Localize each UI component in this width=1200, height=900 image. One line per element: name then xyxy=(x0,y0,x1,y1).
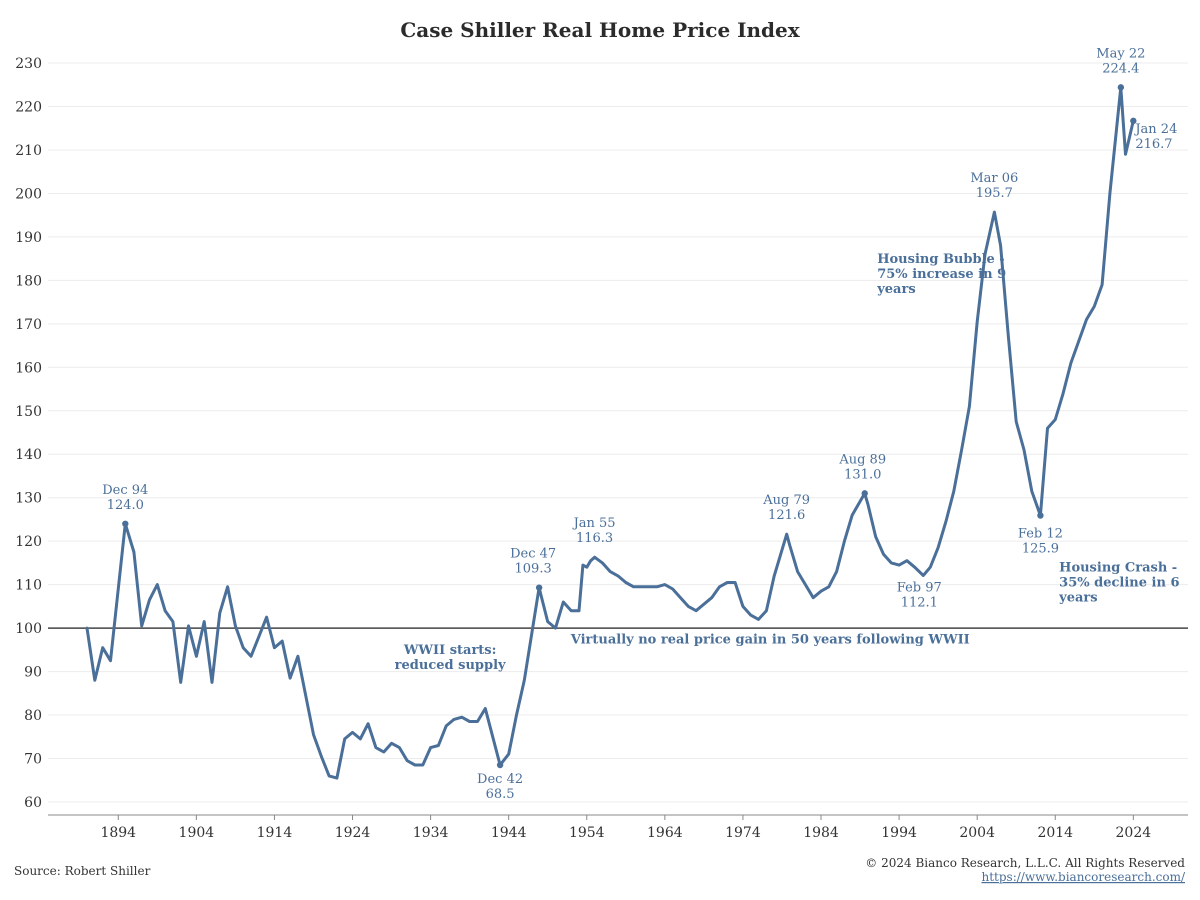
x-tick-label: 2024 xyxy=(1116,825,1152,841)
x-tick-label: 1974 xyxy=(725,825,761,841)
data-point-jan24 xyxy=(1130,117,1137,125)
y-tick-label: 130 xyxy=(15,491,42,507)
data-label-mar06: 195.7 xyxy=(976,186,1013,201)
website-link[interactable]: https://www.biancoresearch.com/ xyxy=(981,870,1185,884)
annotation-wwii: WWII starts: xyxy=(403,643,497,658)
data-label-dec42: Dec 42 xyxy=(477,772,523,787)
y-tick-label: 220 xyxy=(15,100,42,116)
x-tick-label: 1944 xyxy=(491,825,527,841)
data-label-mar06: Mar 06 xyxy=(970,171,1018,186)
data-point-may22 xyxy=(1117,84,1125,91)
source-note: Source: Robert Shiller xyxy=(14,864,151,878)
y-tick-label: 160 xyxy=(15,360,42,376)
annotation-no-gain: Virtually no real price gain in 50 years… xyxy=(570,632,970,647)
x-tick-label: 2014 xyxy=(1037,825,1073,841)
x-tick-label: 1934 xyxy=(413,825,449,841)
y-tick-label: 110 xyxy=(15,578,42,594)
y-tick-label: 190 xyxy=(15,230,42,246)
annotation-crash: Housing Crash - xyxy=(1059,561,1177,576)
y-tick-label: 90 xyxy=(24,665,42,681)
annotation-wwii: reduced supply xyxy=(395,658,506,673)
data-point-feb12 xyxy=(1037,512,1044,519)
x-tick-label: 1994 xyxy=(881,825,917,841)
data-label-dec94: 124.0 xyxy=(107,498,144,513)
y-tick-label: 100 xyxy=(15,621,42,637)
data-label-dec47: Dec 47 xyxy=(510,547,556,562)
data-point-dec42 xyxy=(496,761,504,769)
x-tick-label: 1964 xyxy=(647,825,683,841)
data-point-aug89 xyxy=(861,490,868,497)
annotation-bubble: 75% increase in 9 xyxy=(877,267,1006,282)
y-tick-label: 150 xyxy=(15,404,42,420)
data-label-aug79: Aug 79 xyxy=(762,493,810,508)
y-tick-label: 80 xyxy=(24,708,42,724)
copyright-note: © 2024 Bianco Research, L.L.C. All Right… xyxy=(865,856,1185,870)
data-label-may22: May 22 xyxy=(1096,46,1145,61)
data-label-aug89: 131.0 xyxy=(844,467,881,482)
data-label-dec94: Dec 94 xyxy=(102,483,148,498)
y-tick-label: 120 xyxy=(15,534,42,550)
y-tick-label: 210 xyxy=(15,143,42,159)
y-axis: 60 70 80 90 100 110 120 130 140 150 160 170 180 190 20… xyxy=(15,56,42,811)
y-tick-label: 180 xyxy=(15,273,42,289)
data-point-dec94 xyxy=(122,520,129,527)
data-label-dec42: 68.5 xyxy=(486,787,515,802)
x-tick-label: 2004 xyxy=(959,825,995,841)
annotation-crash: 35% decline in 6 xyxy=(1059,576,1179,591)
data-label-dec47: 109.3 xyxy=(515,562,552,577)
x-tick-label: 1894 xyxy=(100,825,136,841)
chart-title: Case Shiller Real Home Price Index xyxy=(400,18,800,42)
x-tick-label: 1984 xyxy=(803,825,839,841)
data-label-aug79: 121.6 xyxy=(768,508,805,523)
data-label-may22: 224.4 xyxy=(1102,61,1139,76)
x-tick-label: 1924 xyxy=(335,825,371,841)
data-label-jan55: Jan 55 xyxy=(572,516,616,531)
series-line xyxy=(85,85,1135,780)
annotations: WWII starts:reduced supply Virtually no r… xyxy=(395,252,1180,673)
data-point-dec47 xyxy=(535,584,543,591)
data-label-jan24: Jan 24 xyxy=(1133,122,1177,137)
data-label-jan24: 216.7 xyxy=(1135,137,1172,152)
data-label-feb12: Feb 12 xyxy=(1018,527,1063,542)
y-tick-label: 200 xyxy=(15,186,42,202)
x-tick-label: 1904 xyxy=(179,825,215,841)
y-tick-label: 170 xyxy=(15,317,42,333)
y-tick-label: 140 xyxy=(15,447,42,463)
x-tick-label: 1914 xyxy=(257,825,293,841)
annotation-bubble: Housing Bubble - xyxy=(877,252,1004,267)
data-label-feb97: Feb 97 xyxy=(897,581,942,596)
x-tick-label: 1954 xyxy=(569,825,605,841)
data-label-jan55: 116.3 xyxy=(576,531,613,546)
annotation-bubble: years xyxy=(876,282,915,297)
annotation-crash: years xyxy=(1058,591,1097,606)
y-tick-label: 230 xyxy=(15,56,42,72)
data-label-feb12: 125.9 xyxy=(1022,542,1059,557)
y-tick-label: 60 xyxy=(24,795,42,811)
x-axis: 1894 1904 1914 1924 1934 1944 1954 1964 1974 1984… xyxy=(100,815,1151,841)
data-label-feb97: 112.1 xyxy=(901,596,938,611)
data-label-aug89: Aug 89 xyxy=(838,452,886,467)
y-tick-label: 70 xyxy=(24,751,42,767)
